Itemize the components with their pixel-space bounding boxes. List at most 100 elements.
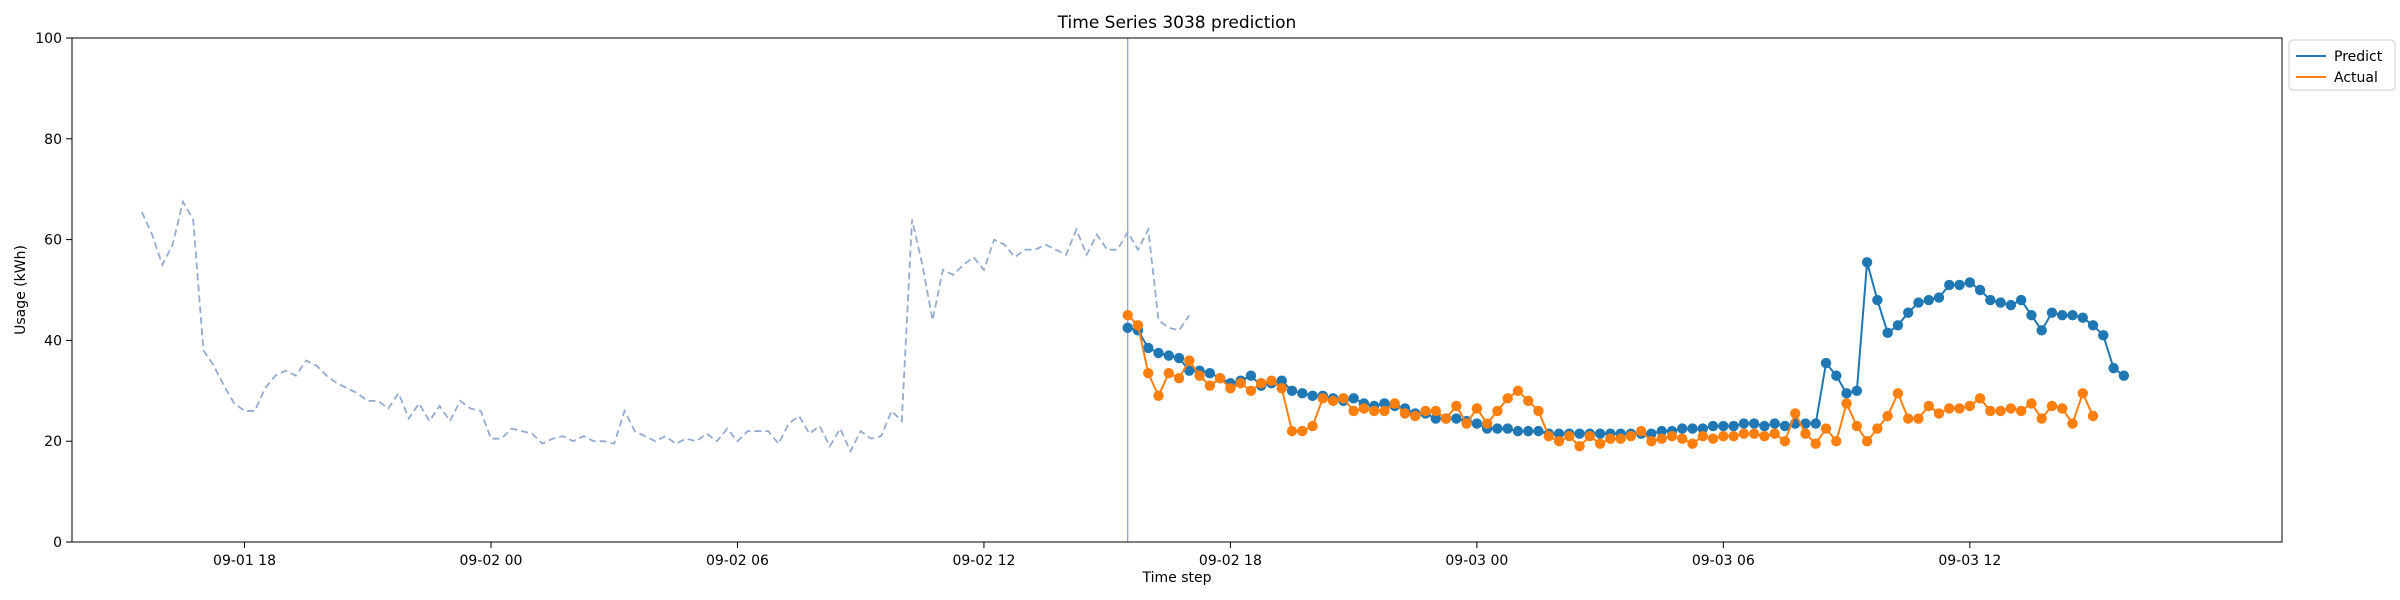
predict-points bbox=[1122, 257, 2130, 439]
actual-point bbox=[1738, 428, 1750, 439]
actual-point bbox=[1235, 378, 1246, 389]
legend: Predict Actual bbox=[2288, 39, 2396, 91]
x-axis-label: Time step bbox=[1142, 570, 1212, 586]
chart-title: Time Series 3038 prediction bbox=[1057, 13, 1297, 33]
actual-point bbox=[1913, 413, 1924, 424]
actual-point bbox=[1646, 436, 1657, 447]
y-tick-label: 40 bbox=[44, 333, 62, 349]
x-tick-label: 09-02 00 bbox=[460, 553, 523, 569]
predict-point bbox=[2087, 320, 2099, 331]
predict-point bbox=[1933, 292, 1945, 303]
y-tick-label: 100 bbox=[35, 31, 62, 47]
y-tick-label: 20 bbox=[44, 434, 62, 450]
predict-point bbox=[2057, 310, 2068, 321]
actual-point bbox=[2026, 398, 2037, 409]
actual-point bbox=[1430, 405, 1441, 417]
actual-point bbox=[1954, 403, 1965, 414]
predict-point bbox=[1594, 428, 1606, 439]
predict-point bbox=[1122, 322, 1133, 333]
actual-point bbox=[1132, 320, 1144, 331]
actual-point bbox=[1769, 428, 1780, 439]
predict-point bbox=[2118, 370, 2130, 381]
predict-point bbox=[2046, 307, 2058, 318]
predict-point bbox=[1923, 294, 1934, 306]
predict-point bbox=[1553, 428, 1565, 439]
actual-point bbox=[1286, 425, 1298, 437]
predict-point bbox=[2098, 330, 2109, 341]
actual-point bbox=[1204, 380, 1216, 391]
predict-point bbox=[2077, 312, 2088, 323]
x-tick-label: 09-03 00 bbox=[1445, 553, 1508, 569]
actual-point bbox=[1666, 430, 1678, 442]
predict-point bbox=[1286, 385, 1298, 396]
predict-point bbox=[1471, 418, 1483, 429]
predict-point bbox=[1297, 388, 1308, 399]
predict-point bbox=[1995, 297, 2006, 308]
predict-point bbox=[1820, 357, 1832, 369]
actual-point bbox=[1800, 428, 1811, 439]
x-axis: 09-01 18 09-02 00 09-02 06 09-02 12 09-02 18… bbox=[213, 542, 2001, 569]
predict-point bbox=[2026, 310, 2037, 321]
actual-point bbox=[2005, 403, 2017, 414]
actual-point bbox=[1194, 370, 1205, 381]
actual-point bbox=[1625, 430, 1637, 442]
actual-point bbox=[1574, 441, 1585, 452]
actual-point bbox=[1307, 420, 1318, 432]
actual-point bbox=[1512, 385, 1524, 396]
predict-point bbox=[1974, 284, 1986, 296]
predict-point bbox=[1143, 342, 1154, 354]
actual-point bbox=[1379, 405, 1390, 417]
actual-point bbox=[1533, 405, 1544, 417]
actual-point bbox=[1451, 400, 1462, 412]
actual-point bbox=[1697, 430, 1709, 442]
actual-point bbox=[1677, 433, 1688, 444]
predict-point bbox=[1173, 352, 1185, 364]
actual-point bbox=[2015, 405, 2027, 417]
actual-point bbox=[1820, 423, 1832, 434]
actual-point bbox=[1615, 433, 1626, 444]
predict-point bbox=[1687, 423, 1698, 434]
actual-point bbox=[1759, 430, 1770, 442]
actual-point bbox=[1790, 408, 1801, 419]
actual-point bbox=[1605, 433, 1616, 444]
predict-point bbox=[1841, 388, 1852, 399]
predict-point bbox=[1163, 350, 1174, 361]
actual-point bbox=[1902, 413, 1914, 424]
predict-point bbox=[1204, 367, 1216, 379]
predict-point bbox=[1964, 277, 1976, 288]
actual-point bbox=[1892, 388, 1904, 399]
predict-point bbox=[1697, 423, 1709, 434]
actual-point bbox=[1481, 418, 1493, 429]
predict-point bbox=[1759, 420, 1770, 432]
actual-point bbox=[2046, 400, 2058, 412]
y-tick-label: 0 bbox=[53, 535, 62, 551]
predict-point bbox=[1800, 418, 1811, 429]
predict-point bbox=[1985, 294, 1996, 306]
predict-point bbox=[1379, 398, 1390, 409]
actual-point bbox=[2077, 388, 2088, 399]
actual-points bbox=[1122, 310, 2099, 452]
predict-point bbox=[1656, 425, 1667, 437]
x-tick-label: 09-02 12 bbox=[952, 553, 1015, 569]
actual-point bbox=[1338, 393, 1349, 404]
plot-frame bbox=[71, 37, 2283, 543]
legend-label-actual: Actual bbox=[2334, 70, 2378, 86]
actual-point bbox=[1728, 430, 1739, 442]
actual-point bbox=[1297, 425, 1308, 437]
actual-point bbox=[1410, 410, 1421, 422]
predict-point bbox=[2005, 299, 2017, 311]
actual-point bbox=[1122, 310, 1133, 321]
predict-point bbox=[1512, 425, 1524, 437]
actual-point bbox=[1923, 400, 1934, 412]
actual-point bbox=[1594, 438, 1606, 449]
predict-point bbox=[1738, 418, 1750, 429]
actual-point bbox=[1779, 436, 1791, 447]
predict-point bbox=[1707, 420, 1719, 432]
predict-point bbox=[1748, 418, 1760, 429]
predict-point bbox=[1954, 279, 1965, 291]
y-tick-label: 60 bbox=[44, 233, 62, 249]
actual-point bbox=[1276, 383, 1287, 394]
actual-point bbox=[1882, 410, 1893, 422]
actual-point bbox=[1256, 378, 1267, 389]
